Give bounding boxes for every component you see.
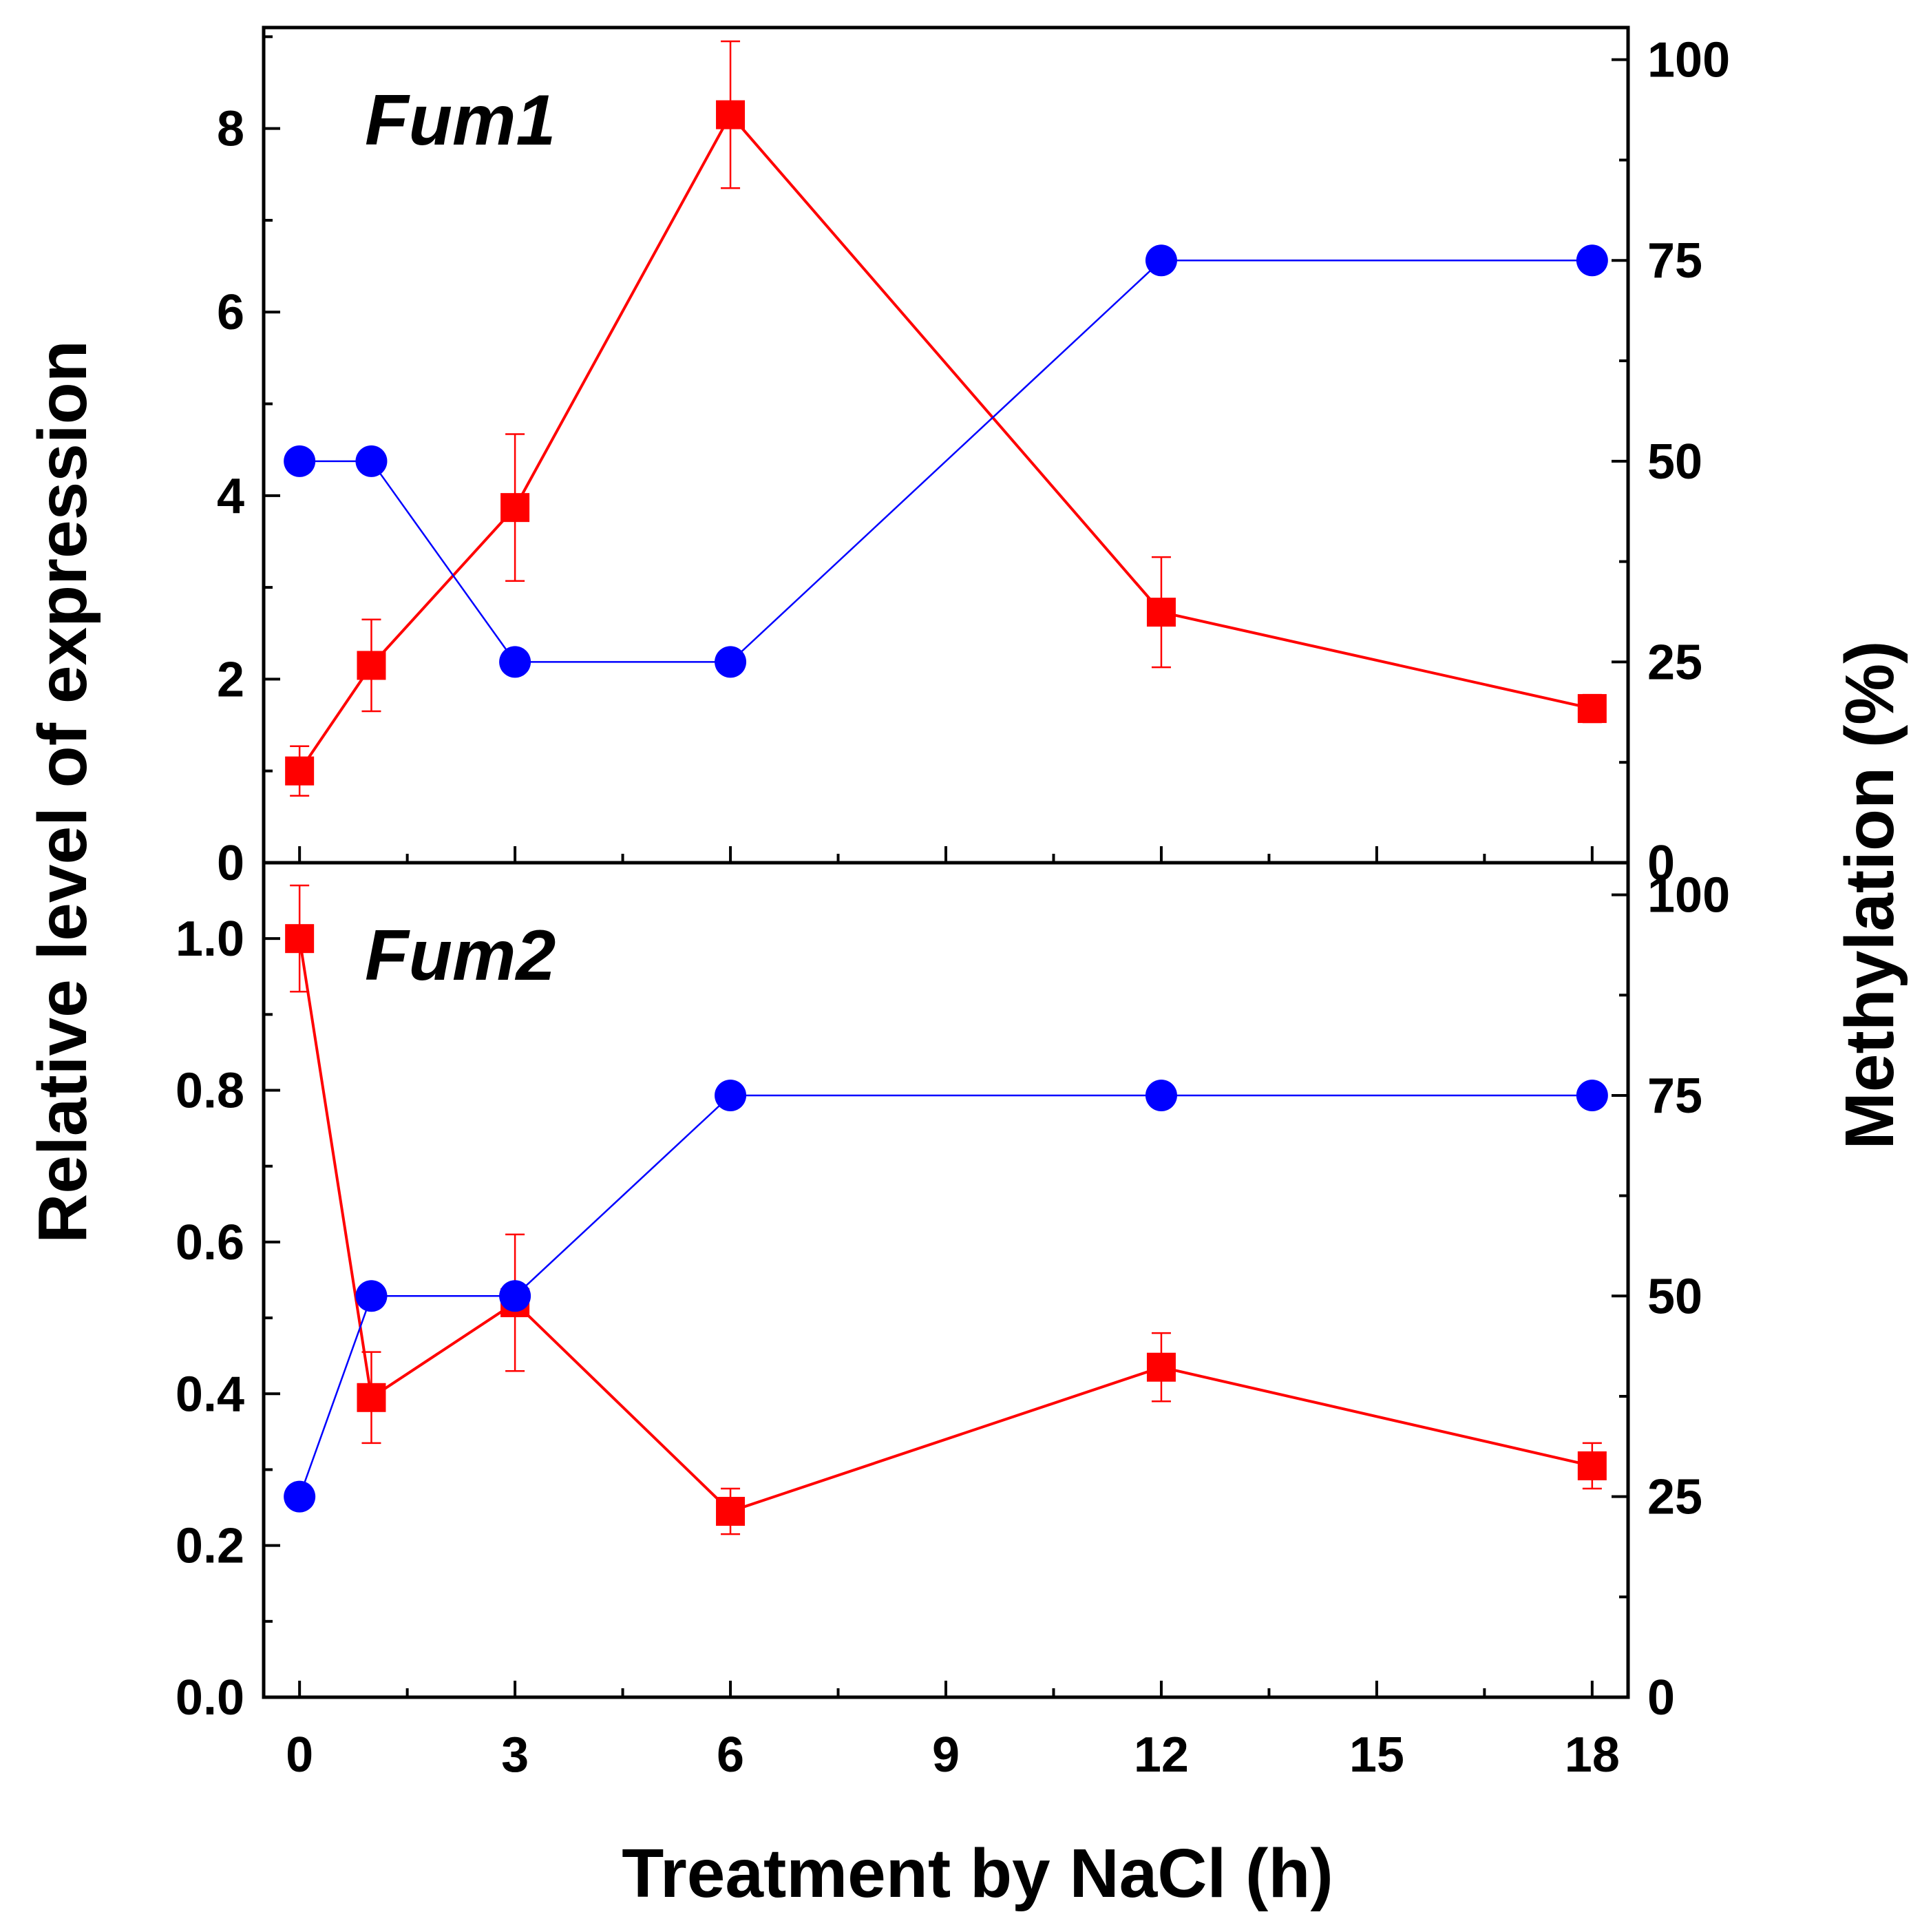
y-tick-label-right: 75 bbox=[1647, 1069, 1702, 1124]
y-tick-label-right: 100 bbox=[1647, 33, 1730, 88]
x-axis-title: Treatment by NaCl (h) bbox=[622, 1835, 1333, 1912]
methylation-line bbox=[298, 1094, 1592, 1498]
expression-line bbox=[298, 938, 1593, 1513]
y-tick-label-left: 8 bbox=[217, 102, 244, 157]
methylation-point bbox=[355, 1280, 388, 1312]
expression-point bbox=[500, 493, 530, 523]
x-tick-label: 3 bbox=[501, 1728, 529, 1783]
methylation-point bbox=[1145, 244, 1177, 277]
y-tick-label-left: 0.2 bbox=[176, 1519, 244, 1574]
y-tick-label-right: 25 bbox=[1647, 635, 1702, 690]
y-tick-label-left: 4 bbox=[217, 469, 244, 524]
y-tick-label-left: 0.4 bbox=[176, 1367, 244, 1422]
y-tick-label-left: 0.6 bbox=[176, 1215, 244, 1270]
methylation-point bbox=[355, 445, 388, 477]
y-tick-label-right: 0 bbox=[1647, 836, 1675, 891]
y-tick-label-left: 1.0 bbox=[176, 912, 244, 967]
expression-point bbox=[1146, 598, 1176, 627]
x-tick-label: 12 bbox=[1134, 1728, 1189, 1783]
expression-point bbox=[285, 924, 315, 954]
x-tick-label: 18 bbox=[1565, 1728, 1620, 1783]
panel-label: Fum1 bbox=[365, 81, 556, 160]
expression-point bbox=[357, 651, 386, 680]
expression-point bbox=[357, 1383, 386, 1412]
panel-label: Fum2 bbox=[365, 916, 556, 996]
methylation-point bbox=[715, 646, 747, 678]
methylation-point bbox=[284, 445, 316, 477]
expression-point bbox=[1146, 1352, 1176, 1382]
methylation-line bbox=[299, 259, 1592, 663]
expression-line bbox=[298, 112, 1593, 772]
expression-point bbox=[716, 1497, 746, 1526]
y-tick-label-left: 2 bbox=[217, 652, 244, 707]
y-tick-label-left: 6 bbox=[217, 285, 244, 340]
panel-fum2: 0.0 0.2 0.4 0.6 0.8 1.0 0 25 50 75 100 0 3 6 9 12 15 18 Fu… bbox=[176, 861, 1730, 1783]
x-tick-label: 0 bbox=[286, 1728, 313, 1783]
y-tick-label-right: 0 bbox=[1647, 1670, 1675, 1725]
methylation-point bbox=[715, 1079, 747, 1111]
panel-fum1: 0 2 4 6 8 0 25 50 75 100 Fum1 bbox=[217, 25, 1730, 891]
x-tick-label: 9 bbox=[932, 1728, 960, 1783]
x-tick-label: 6 bbox=[717, 1728, 744, 1783]
y-axis-title-right: Methylation (%) bbox=[1831, 641, 1908, 1150]
y-axis-title-left: Relative level of expression bbox=[24, 340, 101, 1243]
methylation-point bbox=[1145, 1079, 1177, 1111]
expression-point bbox=[285, 756, 315, 786]
methylation-point bbox=[499, 1280, 531, 1312]
y-tick-label-right: 75 bbox=[1647, 233, 1702, 288]
expression-point bbox=[1577, 1451, 1607, 1480]
y-tick-label-right: 50 bbox=[1647, 434, 1702, 490]
methylation-point bbox=[1576, 1079, 1608, 1111]
expression-point bbox=[716, 100, 746, 129]
y-tick-label-right: 25 bbox=[1647, 1470, 1702, 1525]
y-tick-label-right: 50 bbox=[1647, 1269, 1702, 1324]
methylation-point bbox=[284, 1480, 316, 1513]
y-tick-label-left: 0.0 bbox=[176, 1670, 244, 1725]
expression-point bbox=[1577, 694, 1607, 724]
y-tick-label-left: 0 bbox=[217, 836, 244, 891]
y-tick-label-right: 100 bbox=[1647, 868, 1730, 923]
methylation-point bbox=[499, 646, 531, 678]
x-tick-label: 15 bbox=[1349, 1728, 1404, 1783]
methylation-point bbox=[1576, 244, 1608, 277]
y-tick-label-left: 0.8 bbox=[176, 1064, 244, 1119]
